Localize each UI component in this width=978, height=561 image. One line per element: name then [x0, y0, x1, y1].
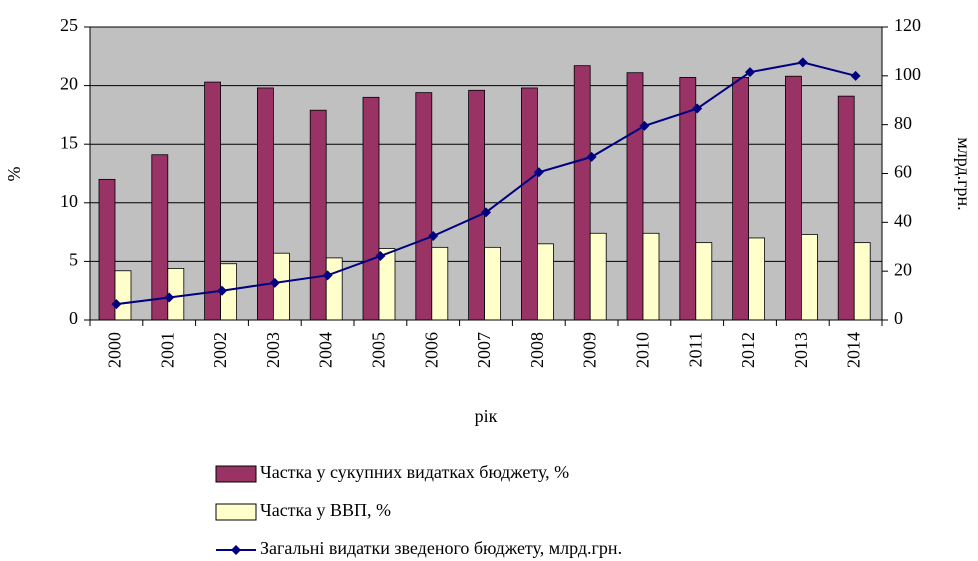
- legend-label: Загальні видатки зведеного бюджету, млрд…: [260, 538, 622, 558]
- x-tick-label: 2000: [105, 332, 125, 368]
- x-tick-label: 2001: [157, 332, 177, 368]
- y2-axis-label: млрд.грн.: [954, 137, 974, 210]
- legend-label: Частка у ВВП, %: [260, 500, 391, 520]
- y-tick-label: 25: [60, 15, 78, 35]
- x-tick-label: 2010: [633, 332, 653, 368]
- y2-tick-label: 120: [894, 15, 921, 35]
- bar: [415, 92, 433, 321]
- y2-tick-label: 0: [894, 308, 903, 328]
- y-axis-label: %: [4, 167, 24, 182]
- marker: [269, 277, 280, 288]
- bar: [642, 232, 660, 321]
- bar: [204, 81, 222, 321]
- y2-tick-label: 40: [894, 210, 912, 230]
- y2-tick-label: 80: [894, 113, 912, 133]
- bar: [853, 242, 871, 321]
- x-tick-label: 2014: [844, 332, 864, 368]
- x-tick-label: 2004: [316, 332, 336, 368]
- bar: [468, 89, 486, 321]
- marker: [217, 285, 227, 296]
- x-tick-label: 2011: [685, 332, 705, 367]
- x-tick-label: 2002: [210, 332, 230, 368]
- bar: [837, 95, 855, 321]
- marker: [745, 67, 755, 78]
- bar: [98, 178, 116, 321]
- marker: [164, 292, 175, 303]
- marker: [375, 251, 386, 262]
- marker: [533, 167, 544, 178]
- bar: [748, 237, 765, 321]
- x-tick-label: 2003: [263, 332, 283, 368]
- marker: [692, 103, 703, 114]
- marker: [850, 70, 861, 81]
- bar: [114, 270, 132, 321]
- x-tick-label: 2013: [791, 332, 811, 368]
- bar: [431, 246, 449, 321]
- marker: [586, 151, 597, 162]
- bar: [732, 76, 749, 321]
- legend-swatch: [215, 503, 257, 521]
- legend-swatch: [215, 465, 257, 483]
- y2-tick-label: 60: [894, 162, 912, 182]
- bar: [151, 154, 169, 321]
- legend-marker: [231, 545, 241, 555]
- x-tick-label: 2005: [369, 332, 389, 368]
- legend-label: Частка у сукупних видатках бюджету, %: [260, 462, 569, 482]
- bar: [573, 65, 591, 321]
- x-tick-label: 2008: [527, 332, 547, 368]
- x-tick-label: 2009: [580, 332, 600, 368]
- bar: [309, 109, 327, 321]
- x-tick-label: 2006: [421, 332, 441, 368]
- marker: [797, 57, 808, 68]
- bar: [484, 246, 502, 321]
- x-axis-label: рік: [475, 406, 498, 426]
- bar: [362, 96, 380, 321]
- marker: [322, 270, 333, 281]
- bar: [695, 242, 713, 321]
- y-tick-label: 10: [60, 191, 78, 211]
- bar: [801, 234, 818, 321]
- y-tick-label: 15: [60, 132, 78, 152]
- bar: [626, 72, 644, 321]
- bar: [521, 87, 538, 321]
- y-tick-label: 5: [69, 250, 78, 270]
- x-tick-label: 2012: [738, 332, 758, 368]
- bar: [325, 257, 343, 321]
- y2-tick-label: 20: [894, 259, 912, 279]
- marker: [481, 207, 491, 218]
- bar: [537, 243, 554, 321]
- bar: [785, 75, 802, 321]
- y-tick-label: 0: [69, 308, 78, 328]
- marker: [111, 299, 122, 310]
- marker: [639, 120, 650, 131]
- marker: [428, 231, 439, 242]
- bar: [589, 232, 607, 321]
- x-tick-label: 2007: [474, 332, 494, 368]
- y2-tick-label: 100: [894, 64, 921, 84]
- y-tick-label: 20: [60, 74, 78, 94]
